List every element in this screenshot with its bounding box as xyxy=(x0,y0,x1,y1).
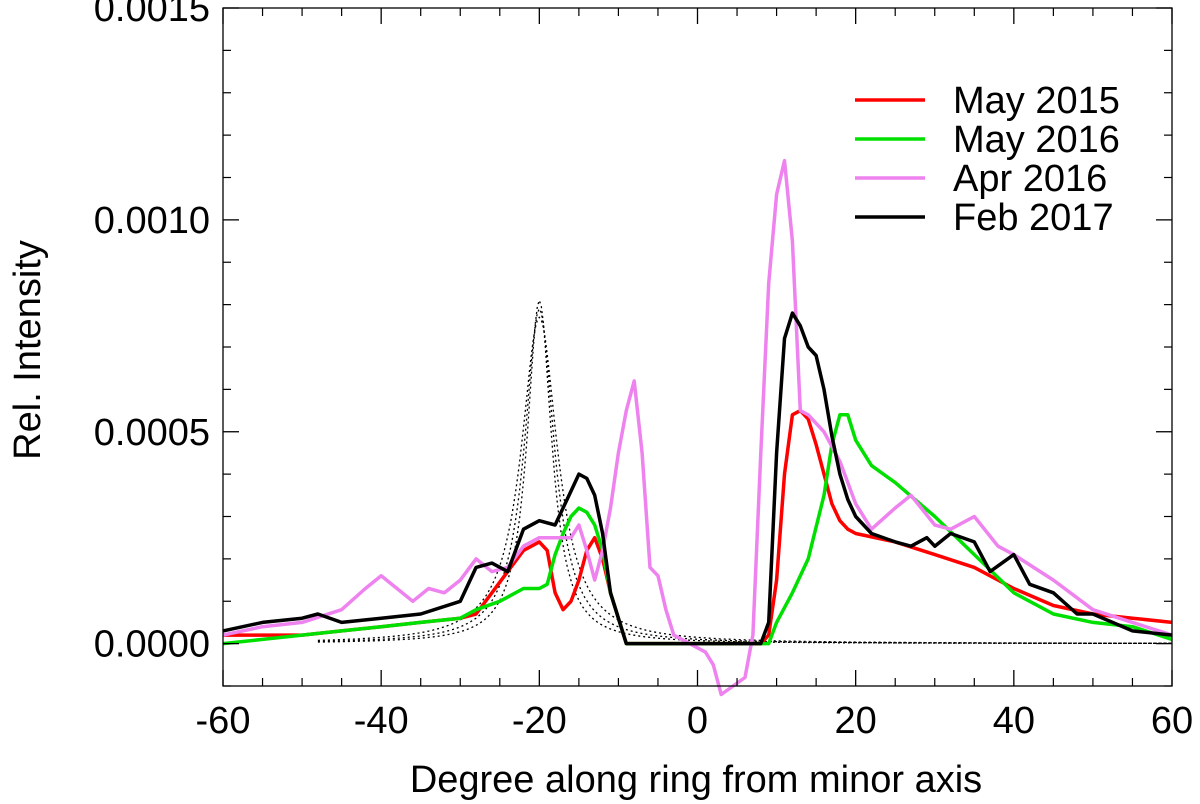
reference-curves xyxy=(317,298,1172,645)
x-tick-label: 0 xyxy=(687,700,708,742)
reference-curve-2 xyxy=(317,307,1172,644)
reference-curve-3 xyxy=(317,316,1172,644)
x-tick-label: 40 xyxy=(993,700,1035,742)
series-line-feb-2017 xyxy=(222,311,1173,646)
axes: -60 -40 -20 0 20 40 60 0.0000 0.0005 0.0010 0.0015 xyxy=(94,0,1193,742)
legend-label: Feb 2017 xyxy=(953,197,1114,239)
y-tick-label: 0.0010 xyxy=(94,200,210,242)
y-axis-title: Rel. Intensity xyxy=(7,240,49,460)
legend-label: Apr 2016 xyxy=(953,158,1107,200)
y-tick-label: 0.0015 xyxy=(94,0,210,30)
legend-label: May 2016 xyxy=(953,119,1120,161)
x-tick-label: 60 xyxy=(1151,700,1193,742)
legend-label: May 2015 xyxy=(953,80,1120,122)
y-tick-label: 0.0005 xyxy=(94,412,210,454)
series-line-apr-2016 xyxy=(222,158,1173,697)
x-tick-label: -40 xyxy=(354,700,409,742)
x-axis-title: Degree along ring from minor axis xyxy=(410,759,982,801)
y-tick-label: 0.0000 xyxy=(94,624,210,666)
x-tick-label: 20 xyxy=(835,700,877,742)
x-tick-label: -60 xyxy=(196,700,251,742)
x-tick-label: -20 xyxy=(512,700,567,742)
data-series xyxy=(222,158,1173,697)
